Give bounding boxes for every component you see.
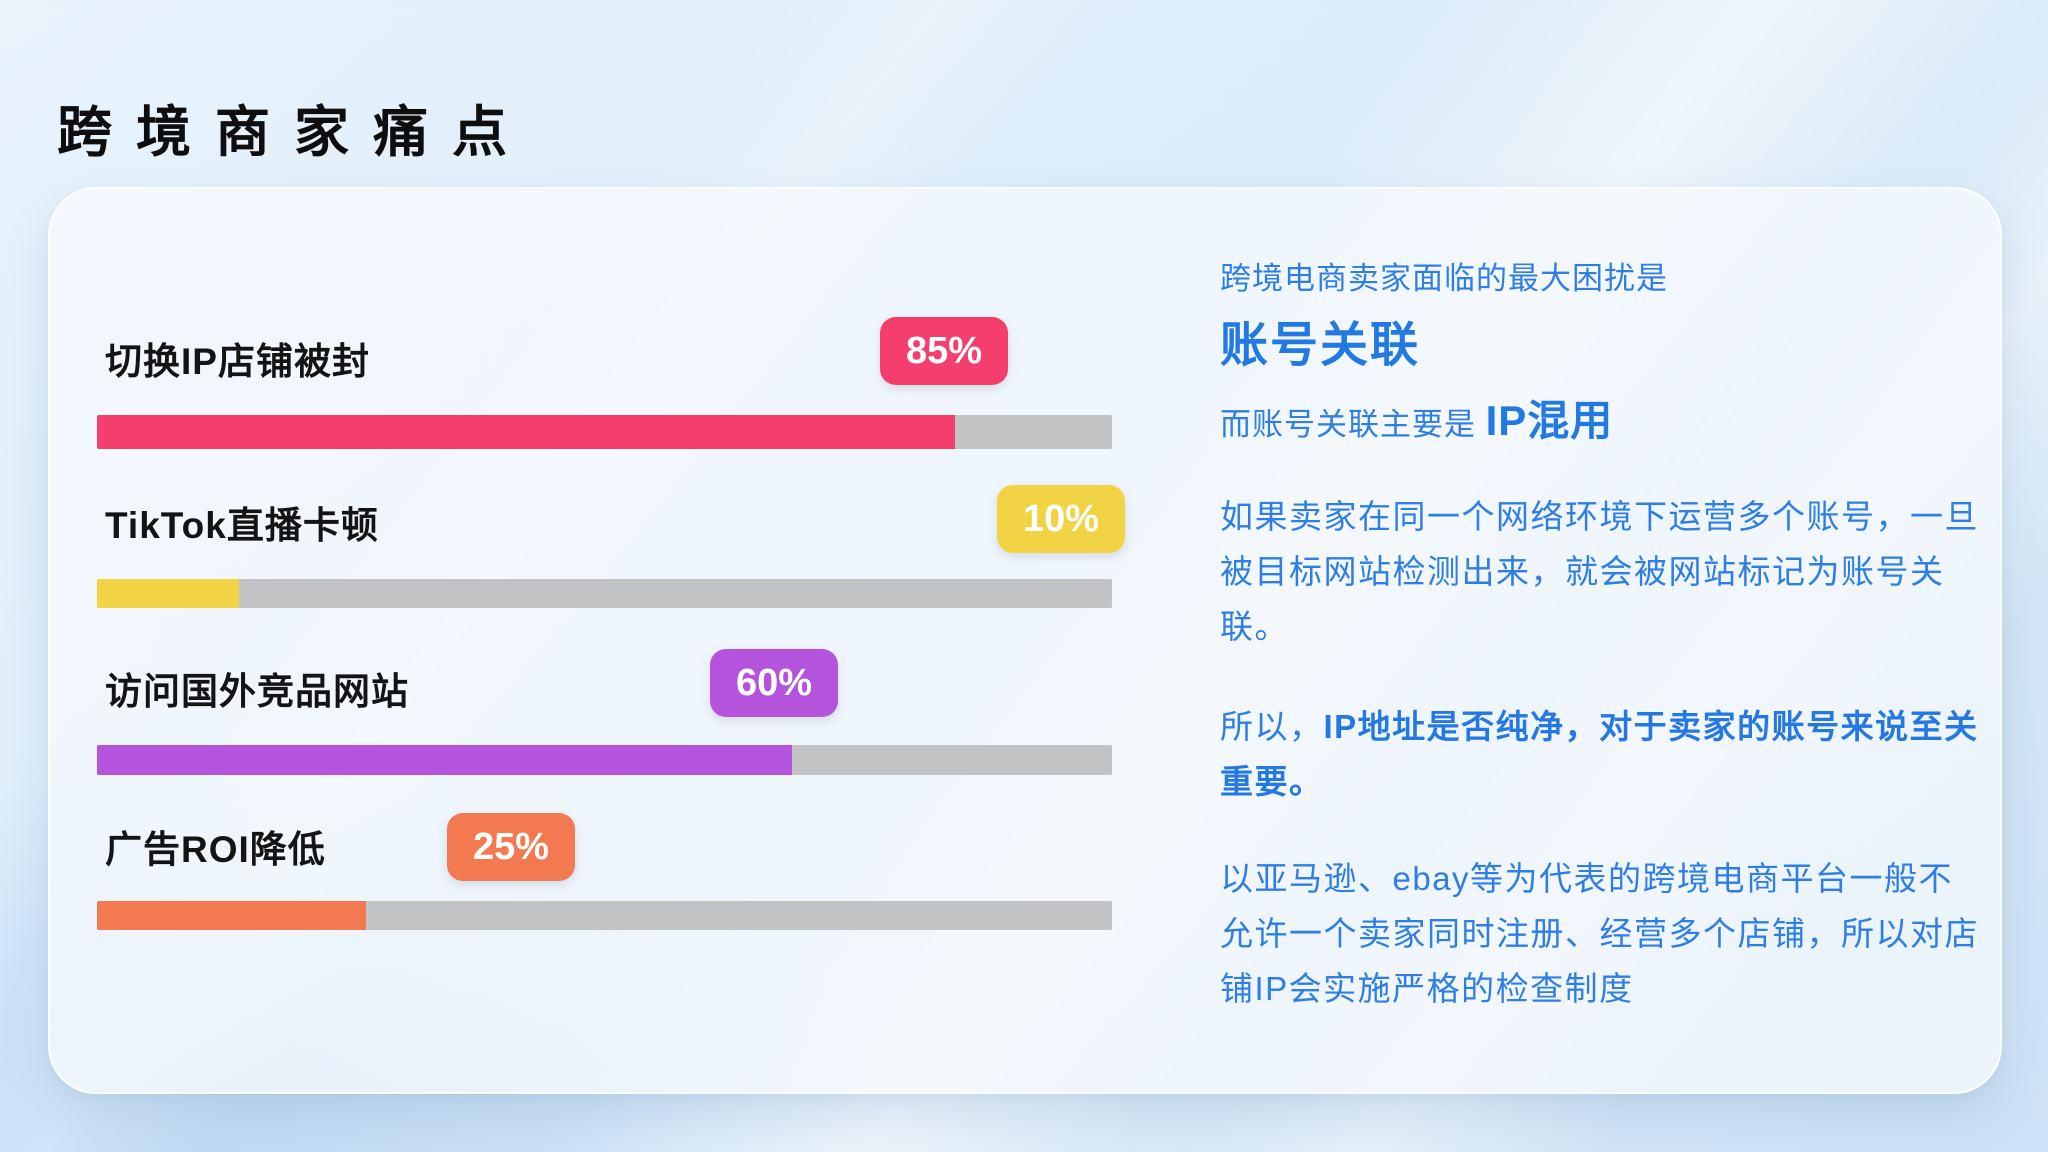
- paragraph-2: 所以，IP地址是否纯净，对于卖家的账号来说至关重要。: [1220, 699, 1980, 809]
- bar-fill: [97, 901, 366, 930]
- content-card: 切换IP店铺被封 85% TikTok直播卡顿 10% 访问国外竞品网站 60%…: [48, 187, 2002, 1094]
- bar-value-badge: 60%: [710, 649, 839, 717]
- bar-category-label: 切换IP店铺被封: [105, 341, 370, 382]
- bar-fill: [97, 579, 240, 608]
- bar-fill: [97, 745, 793, 775]
- bar-value-badge: 25%: [447, 813, 576, 881]
- bar-value-badge: 85%: [880, 317, 1009, 385]
- headline: 账号关联: [1220, 319, 1421, 372]
- intro-line: 跨境电商卖家面临的最大困扰是: [1220, 261, 1668, 296]
- paragraph-1: 如果卖家在同一个网络环境下运营多个账号，一旦被目标网站检测出来，就会被网站标记为…: [1220, 498, 1979, 645]
- bar-track: [97, 745, 1112, 775]
- bar-category-label: 广告ROI降低: [105, 829, 326, 870]
- subline: 而账号关联主要是 IP混用: [1220, 387, 1613, 448]
- paragraph-3: 以亚马逊、ebay等为代表的跨境电商平台一般不允许一个卖家同时注册、经营多个店铺…: [1220, 860, 1979, 1007]
- bar-chart: 切换IP店铺被封 85% TikTok直播卡顿 10% 访问国外竞品网站 60%…: [97, 189, 1126, 1092]
- bar-track: [97, 901, 1112, 930]
- bar-fill: [97, 415, 955, 449]
- bar-value-badge: 10%: [997, 485, 1126, 553]
- subline-prefix: 而账号关联主要是: [1220, 407, 1486, 442]
- paragraph-2-bold: IP地址是否纯净，对于卖家的账号来说至关重要。: [1220, 708, 1979, 800]
- paragraph-2-prefix: 所以，: [1220, 708, 1324, 745]
- subline-emphasis: IP混用: [1485, 397, 1614, 444]
- page-title: 跨境商家痛点: [57, 100, 532, 163]
- bar-track: [97, 579, 1112, 608]
- bar-category-label: TikTok直播卡顿: [105, 505, 379, 546]
- right-text-panel: 跨境电商卖家面临的最大困扰是 账号关联 而账号关联主要是 IP混用 如果卖家在同…: [1220, 189, 1980, 1092]
- bar-category-label: 访问国外竞品网站: [105, 671, 409, 712]
- bar-track: [97, 415, 1112, 449]
